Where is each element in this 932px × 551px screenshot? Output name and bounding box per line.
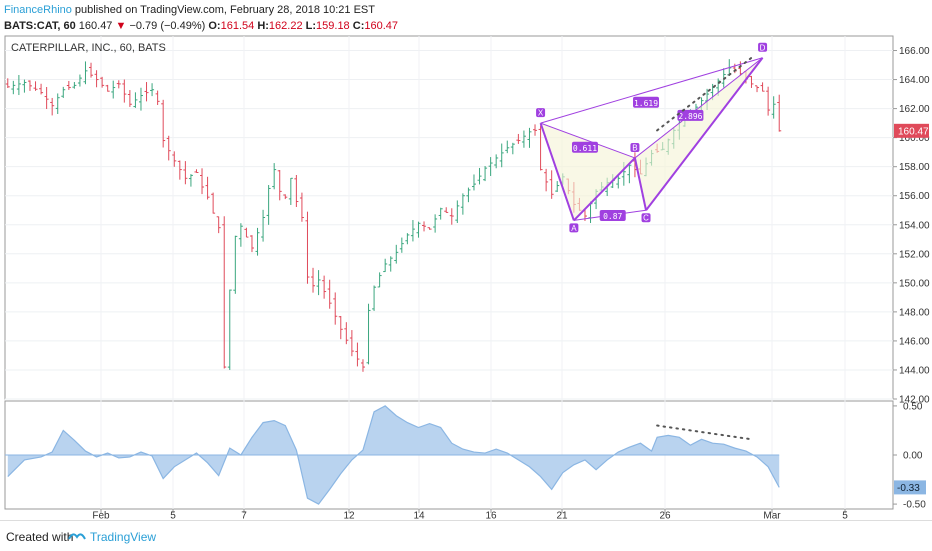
osc-tick-label: 0.50 [903,401,923,412]
time-tick-label: 26 [659,511,671,521]
ratio-label: 1.619 [634,99,658,108]
osc-tick-label: 0.00 [903,451,923,462]
price-tick-label: 162.00 [899,104,930,115]
osc-last-badge [894,480,926,495]
footer: Created with TradingView [0,520,932,551]
time-tick-label: 14 [413,511,425,521]
symbol-name: BATS:CAT, 60 [4,20,76,32]
time-tick-label: Feb [92,511,110,521]
last-price-badge [894,123,929,138]
price-tick-label: 166.00 [899,46,930,57]
tradingview-logo-icon [68,533,86,540]
time-tick-label: 5 [170,511,176,521]
publish-header: FinanceRhino published on TradingView.co… [4,3,375,17]
last-price: 160.47 [78,20,113,32]
osc-divergence-line [656,424,753,441]
ratio-label-box [571,141,598,153]
price-tick-label: 142.00 [899,395,930,406]
oscillator-line [7,405,780,505]
pattern-point-label: X [538,109,544,118]
price-tick-label: 164.00 [899,75,930,86]
pattern-point-marker [641,213,651,223]
pattern-point-label: D [760,43,766,52]
high-value: 162.22 [268,20,303,32]
pattern-leg-bc [633,157,648,211]
pattern-point-label: B [632,143,637,152]
time-tick-label: 12 [343,511,355,521]
ratio-label-box [599,210,626,222]
price-tick-label: 158.00 [899,162,930,173]
ratio-label: 2.896 [678,112,702,121]
pattern-point-marker [536,108,546,118]
symbol-line: BATS:CAT, 60 160.47 ▼ −0.79 (−0.49%) O:1… [4,19,398,33]
pattern-leg-cd [645,57,764,211]
pattern-point-marker [758,42,768,52]
pattern-point-marker [630,142,640,152]
ratio-label-box [633,96,660,108]
change-value: −0.79 (−0.49%) [129,20,206,32]
time-tick-label: 7 [241,511,247,521]
open-label: O: [208,20,221,32]
price-tick-label: 144.00 [899,365,930,376]
price-pane[interactable] [4,35,894,400]
close-label: C: [352,20,365,32]
chart-canvas[interactable]: 142.00 144.00 146.00 148.00 150.00 152.00 154.… [0,0,932,520]
pattern-ratio-line-bd [634,57,763,159]
pattern-ratio-line-xb [540,122,636,159]
pattern-ratio-line-xd [540,57,763,124]
time-tick-label: 16 [485,511,497,521]
xab-triangle [540,123,635,221]
pattern-leg-xa [539,122,575,221]
close-value: 160.47 [364,20,399,32]
price-tick-label: 148.00 [899,307,930,318]
ratio-label-box [677,109,704,121]
price-tick-label: 154.00 [899,220,930,231]
change-down-icon: ▼ [115,20,127,32]
price-tick-label: 150.00 [899,278,930,289]
last-price-label: 160.47 [898,126,929,137]
pattern-point-label: A [571,224,577,233]
osc-last-label: -0.33 [897,483,920,494]
ratio-label: 0.611 [573,144,597,153]
published-text: published on TradingView.com, February 2… [71,4,375,16]
created-with-text: Created with [6,530,74,544]
author-link[interactable]: FinanceRhino [4,4,72,16]
osc-tick-label: -0.50 [903,500,926,511]
low-label: L: [305,20,317,32]
low-value: 159.18 [316,20,350,32]
pattern-point-marker [569,223,579,233]
price-divergence-line [656,56,753,132]
price-tick-label: 156.00 [899,191,930,202]
pattern-leg-ab [573,157,636,222]
open-value: 161.54 [220,20,255,32]
time-tick-label: 21 [556,511,568,521]
high-label: H: [257,20,269,32]
pattern-point-label: C [643,214,649,223]
time-tick-label: Mar [763,511,781,521]
price-tick-label: 160.00 [899,133,930,144]
ratio-label: 0.87 [603,212,622,221]
bcd-triangle [634,57,763,211]
time-tick-label: 5 [842,511,848,521]
tradingview-link[interactable]: TradingView [90,530,157,544]
price-tick-label: 146.00 [899,336,930,347]
price-tick-label: 152.00 [899,249,930,260]
chart-title: CATERPILLAR, INC., 60, BATS [11,42,166,54]
